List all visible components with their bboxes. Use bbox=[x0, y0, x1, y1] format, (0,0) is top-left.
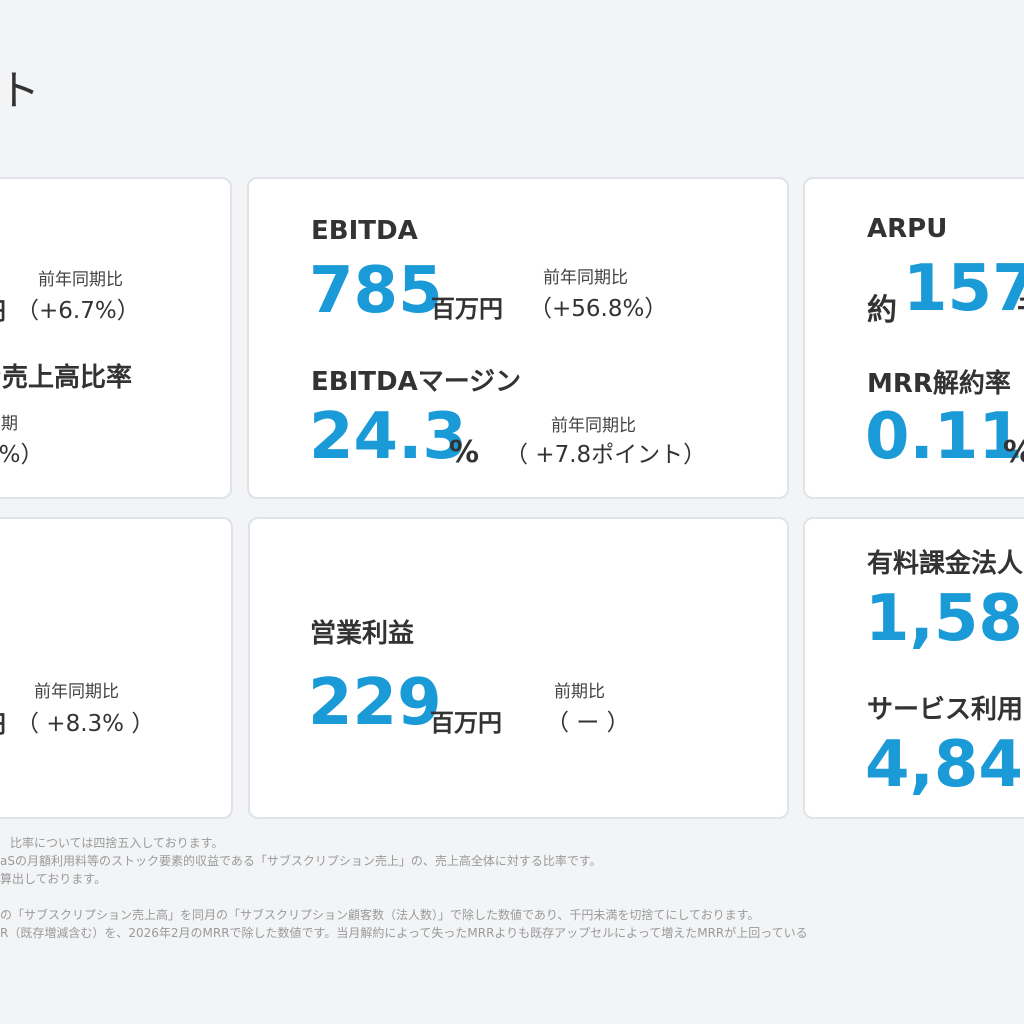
footnote-5: R（既存増減含む）を、2026年2月のMRRで除した数値です。当月解約によって失… bbox=[0, 926, 808, 940]
operating-income-cmp-change: （ ー ） bbox=[546, 710, 630, 736]
arpu-label: ARPU bbox=[867, 214, 948, 244]
ebitda-margin-unit: % bbox=[449, 435, 480, 470]
kpi-card-ebitda: EBITDA 785 百万円 前年同期比 （+56.8%） EBITDAマージン… bbox=[247, 177, 789, 499]
yoy-label: 前年同期比 bbox=[38, 270, 123, 290]
ebitda-label: EBITDA bbox=[311, 216, 418, 246]
margin-yoy-label: 前年同期比 bbox=[551, 416, 636, 436]
yoy-label-fragment: 同期 bbox=[0, 414, 18, 434]
service-users-label: サービス利用 bbox=[867, 695, 1024, 725]
footnote-2: aSの月額利用料等のストック要素的収益である「サブスクリプション売上」の、売上高… bbox=[0, 854, 602, 868]
yoy-change-fragment: 4%） bbox=[0, 442, 44, 468]
kpi-card-subscription: 前年同期比 円 （+6.7%） ン売上高比率 同期 4%） bbox=[0, 177, 232, 499]
unit-fragment: 円 bbox=[0, 704, 6, 739]
operating-income-unit: 百万円 bbox=[430, 709, 502, 737]
kpi-card-revenue: 前年同期比 円 （ +8.3% ） bbox=[0, 517, 233, 819]
mrr-churn-label: MRR解約率 bbox=[867, 369, 1011, 399]
section-title: ト bbox=[0, 66, 41, 115]
operating-income-cmp-label: 前期比 bbox=[554, 682, 605, 702]
arpu-prefix: 約 bbox=[867, 293, 897, 328]
margin-yoy-change: （ +7.8ポイント） bbox=[505, 442, 707, 468]
service-users-value: 4,849 bbox=[865, 728, 1024, 802]
arpu-unit-fragment: 千 bbox=[1017, 285, 1024, 329]
kpi-card-customers: 有料課金法人 1,589 サービス利用 4,849 bbox=[803, 517, 1024, 819]
kpi-card-operating-income: 営業利益 229 百万円 前期比 （ ー ） bbox=[248, 517, 789, 819]
operating-income-value: 229 bbox=[308, 666, 442, 740]
yoy-label: 前年同期比 bbox=[34, 682, 119, 702]
mrr-churn-unit: % bbox=[1003, 435, 1024, 470]
ebitda-margin-value: 24.3 bbox=[309, 400, 467, 474]
kpi-card-arpu: ARPU 約 157 千 MRR解約率 0.11 % bbox=[803, 177, 1024, 499]
ebitda-yoy-label: 前年同期比 bbox=[543, 268, 628, 288]
footnote-3: 算出しております。 bbox=[0, 872, 107, 886]
ebitda-margin-label: EBITDAマージン bbox=[311, 367, 522, 397]
footnote-1: 比率については四捨五入しております。 bbox=[10, 836, 224, 850]
arpu-value: 157 bbox=[903, 252, 1024, 326]
footnote-4: の「サブスクリプション売上高」を同月の「サブスクリプション顧客数（法人数）」で除… bbox=[0, 908, 760, 922]
subscription-ratio-label: ン売上高比率 bbox=[0, 363, 133, 393]
unit-fragment: 円 bbox=[0, 291, 6, 326]
mrr-churn-value: 0.11 bbox=[865, 400, 1023, 474]
ebitda-unit: 百万円 bbox=[431, 295, 503, 323]
ebitda-value: 785 bbox=[309, 254, 443, 328]
operating-income-label: 営業利益 bbox=[310, 619, 415, 649]
yoy-change: （+6.7%） bbox=[16, 298, 140, 324]
paying-companies-label: 有料課金法人 bbox=[867, 549, 1024, 579]
paying-companies-value: 1,589 bbox=[865, 582, 1024, 656]
yoy-change: （ +8.3% ） bbox=[16, 711, 155, 737]
ebitda-yoy-change: （+56.8%） bbox=[529, 296, 668, 322]
